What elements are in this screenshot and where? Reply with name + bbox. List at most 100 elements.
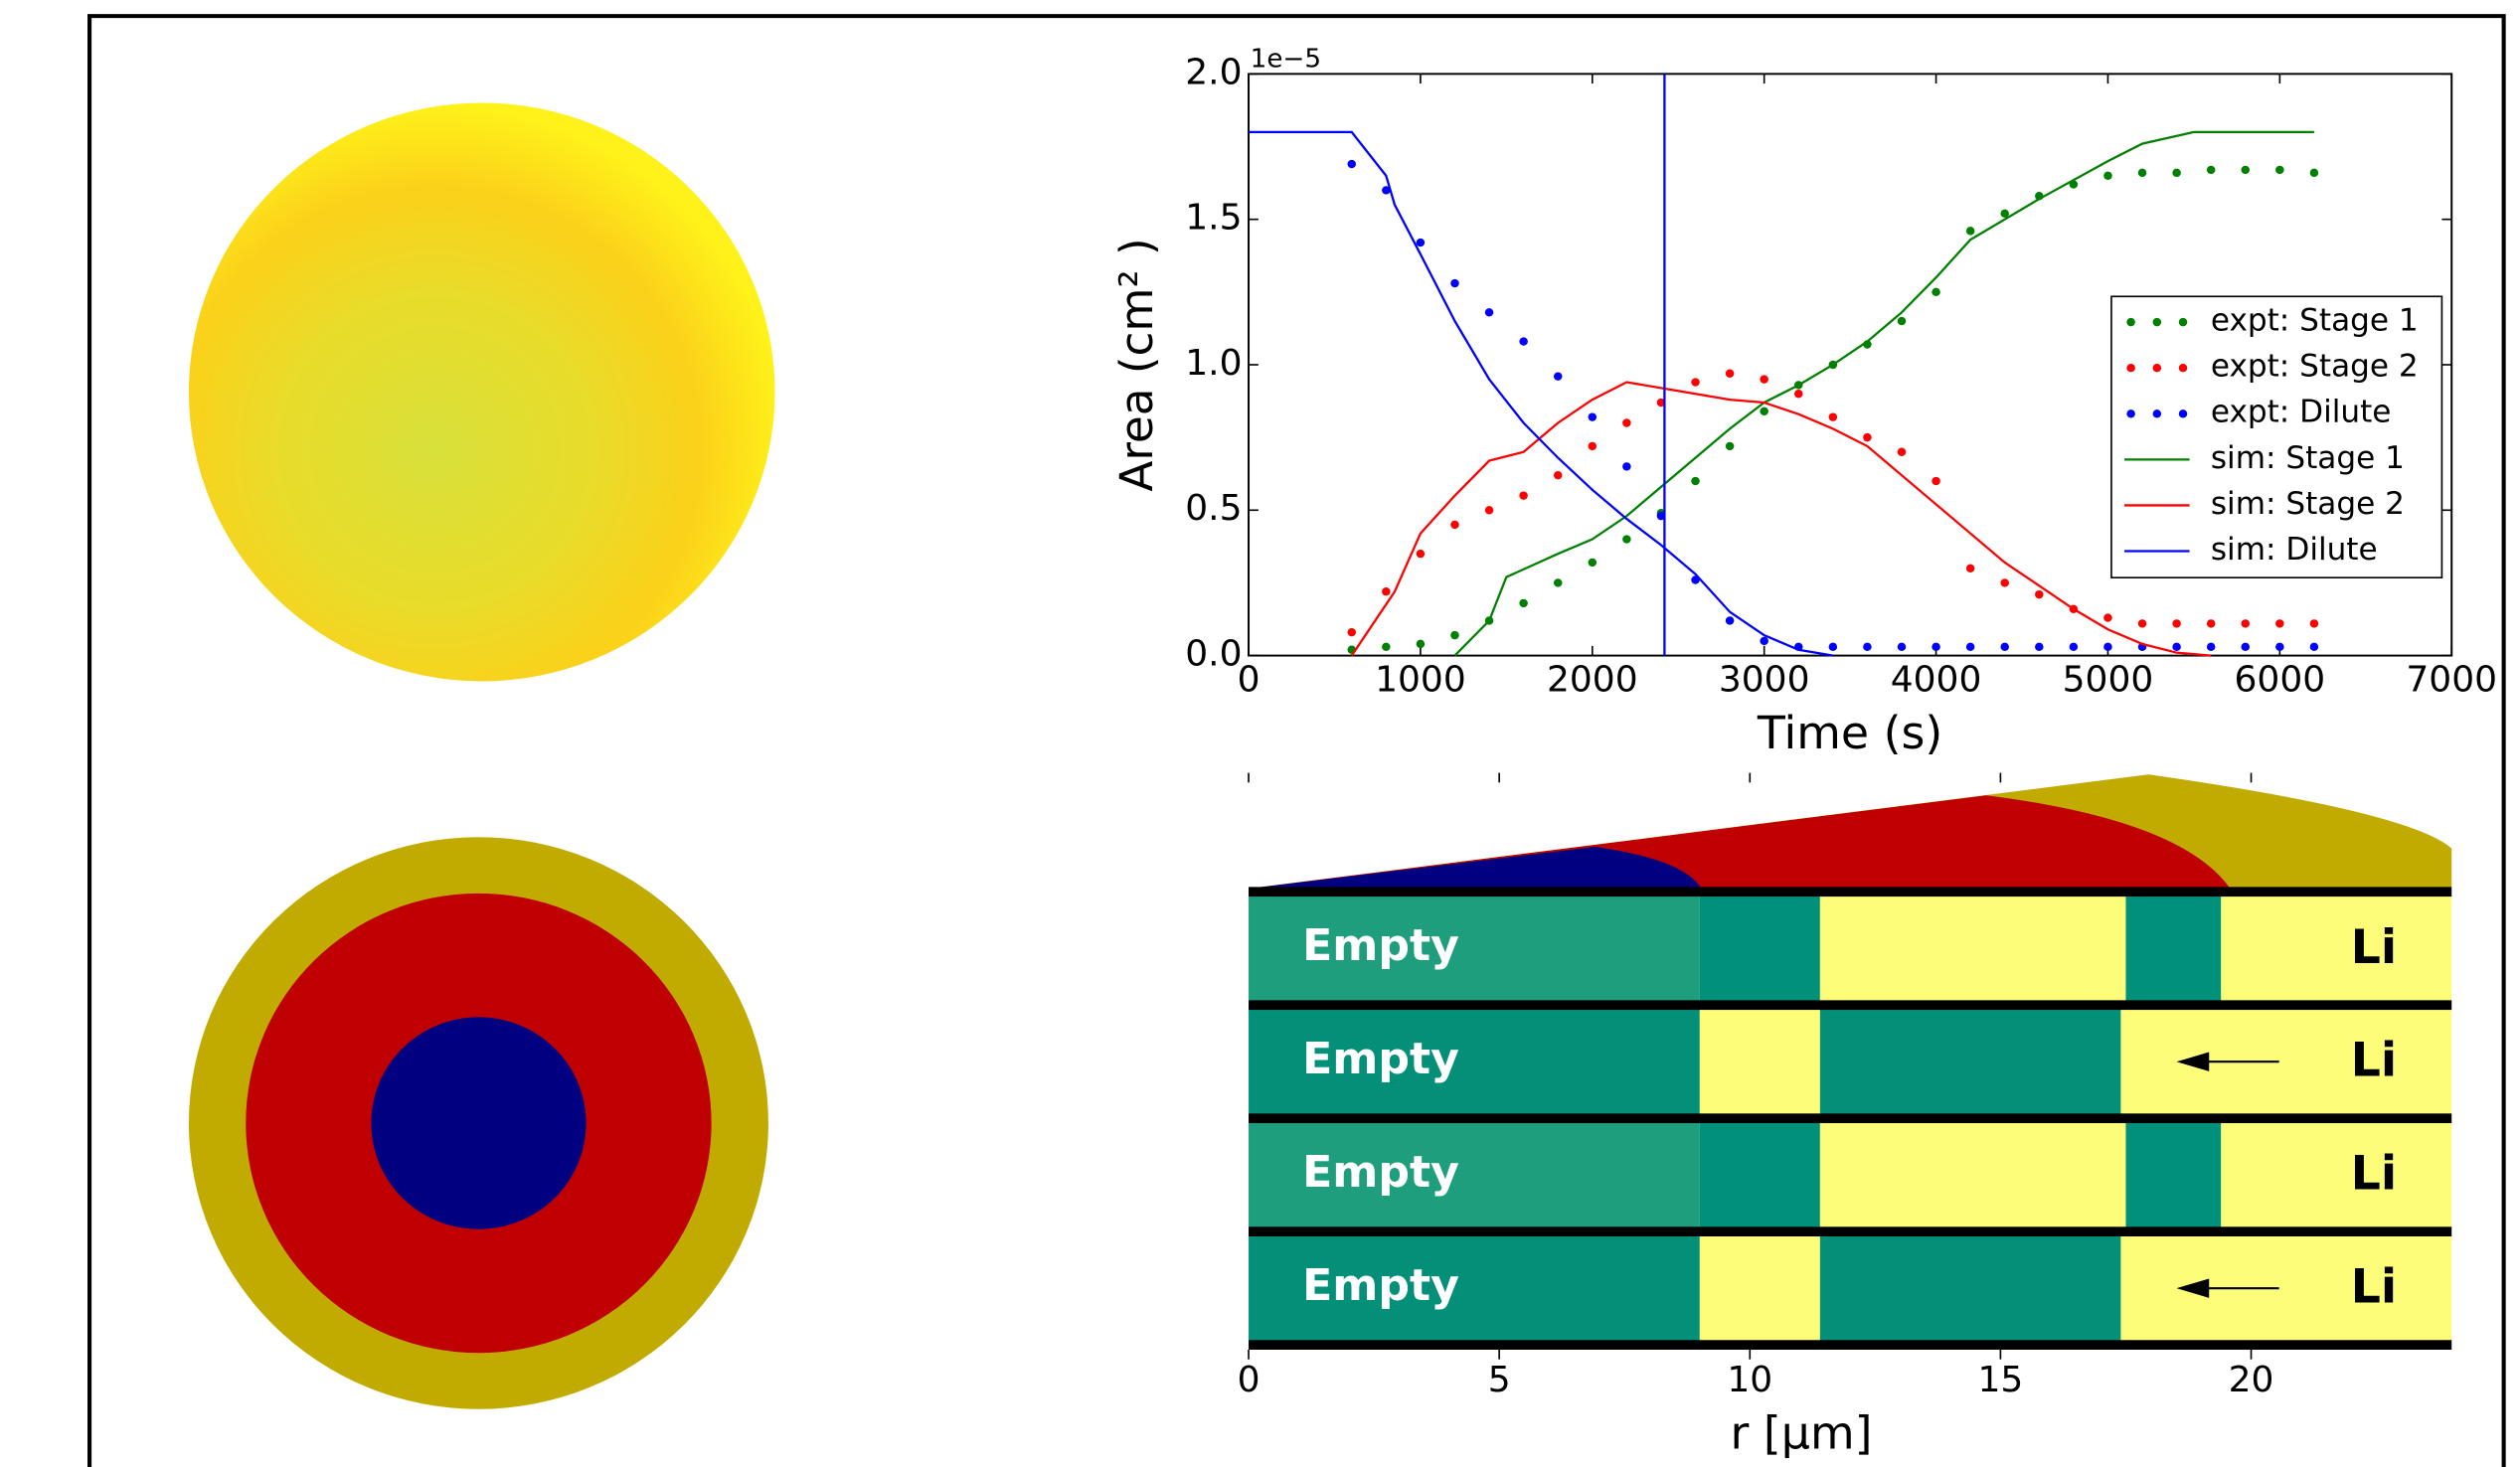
x-tick-label: 5000 [2063,660,2154,701]
data-point [1589,442,1597,450]
right-label: Li [2351,1260,2398,1315]
data-point [1519,337,1528,345]
data-point [1519,491,1528,499]
data-point [1898,643,1907,651]
legend-label: sim: Stage 2 [2211,486,2405,522]
data-point [1726,370,1735,378]
data-point [2138,619,2147,627]
data-point [1966,227,1975,235]
data-point [1348,160,1357,168]
legend-swatch [2126,409,2135,417]
legend-swatch [2153,364,2162,372]
right-label: Li [2351,920,2398,975]
x-axis-label: Time (s) [1757,707,1942,759]
profile [1249,774,2451,889]
row-separator [1249,1340,2451,1350]
legend-swatch [2153,409,2162,417]
x-axis-label: r [μm] [1730,1407,1872,1460]
data-point [1622,418,1631,426]
data-point [1450,279,1459,287]
x-tick-label: 4000 [1891,660,1982,701]
x-tick-label: 0 [1238,1360,1260,1400]
legend-swatch [2126,364,2135,372]
data-point [1485,506,1494,514]
legend-label: expt: Stage 2 [2211,349,2419,385]
x-tick-label: 6000 [2235,660,2326,701]
data-point [2275,643,2284,651]
x-tick-label: 1000 [1375,660,1466,701]
legend-label: expt: Stage 1 [2211,303,2419,339]
photo-disc [189,102,775,681]
row-separator [1249,887,2451,896]
data-point [2310,643,2319,651]
band-segment [1820,1005,2121,1118]
data-point [1726,616,1735,624]
data-point [1829,643,1838,651]
data-point [1589,412,1597,420]
data-point [1829,412,1838,420]
band-segment [1700,892,1820,1005]
data-point [1485,308,1494,316]
data-point [1760,375,1768,383]
band-segment [2120,1005,2451,1118]
left-label: Empty [1302,920,1459,971]
data-point [1932,288,1940,296]
data-point [1966,643,1975,651]
data-point [2035,590,2044,598]
data-point [2207,619,2216,627]
legend-swatch [2179,364,2188,372]
data-point [1760,637,1768,645]
right-label: Li [2351,1034,2398,1088]
y-tick-label: 1.0 [1185,343,1242,384]
band-segment [1700,1231,1820,1345]
data-point [1691,477,1700,485]
right-label: Li [2351,1147,2398,1202]
data-point [2138,169,2147,177]
data-point [1863,433,1872,441]
legend-swatch [2179,409,2188,417]
figure: 010002000300040005000600070000.00.51.01.… [0,0,2520,1467]
data-point [2207,643,2216,651]
y-tick-label: 2.0 [1185,53,1242,93]
data-point [1450,631,1459,639]
data-point [2275,619,2284,627]
x-tick-label: 2000 [1547,660,1638,701]
data-point [1622,535,1631,543]
data-point [2172,643,2181,651]
band-segment [1700,1118,1820,1231]
data-point [1519,599,1528,607]
left-label: Empty [1302,1260,1459,1311]
data-point [1932,477,1940,485]
y-tick-label: 0.0 [1185,634,1242,675]
band-segment [1820,1118,2126,1231]
data-point [2103,172,2112,180]
data-point [1966,565,1975,572]
data-point [2310,169,2319,177]
data-point [2242,619,2251,627]
data-point [1589,559,1597,567]
data-point [2172,169,2181,177]
band-segment [1820,892,2126,1005]
legend-swatch [2153,318,2162,326]
data-point [1417,550,1426,558]
page: {"chart_data": [ {"type": "line", "xlabe… [0,0,2520,1467]
core-dilute [371,1017,586,1228]
band-segment [2125,892,2221,1005]
data-point [2242,166,2251,174]
band-segment [1700,1005,1820,1118]
x-tick-label: 10 [1727,1360,1772,1400]
data-point [1622,462,1631,470]
band-segment [1820,1231,2121,1345]
data-point [1417,239,1426,246]
data-point [2103,643,2112,651]
data-point [1726,442,1735,450]
data-point [2172,619,2181,627]
data-point [1382,643,1391,651]
data-point [1382,587,1391,595]
data-point [2242,643,2251,651]
y-axis-label: Area (cm² ) [1110,238,1163,491]
x-tick-label: 5 [1488,1360,1511,1400]
legend-label: sim: Stage 1 [2211,440,2405,476]
data-point [2103,613,2112,621]
row-separator [1249,1113,2451,1123]
